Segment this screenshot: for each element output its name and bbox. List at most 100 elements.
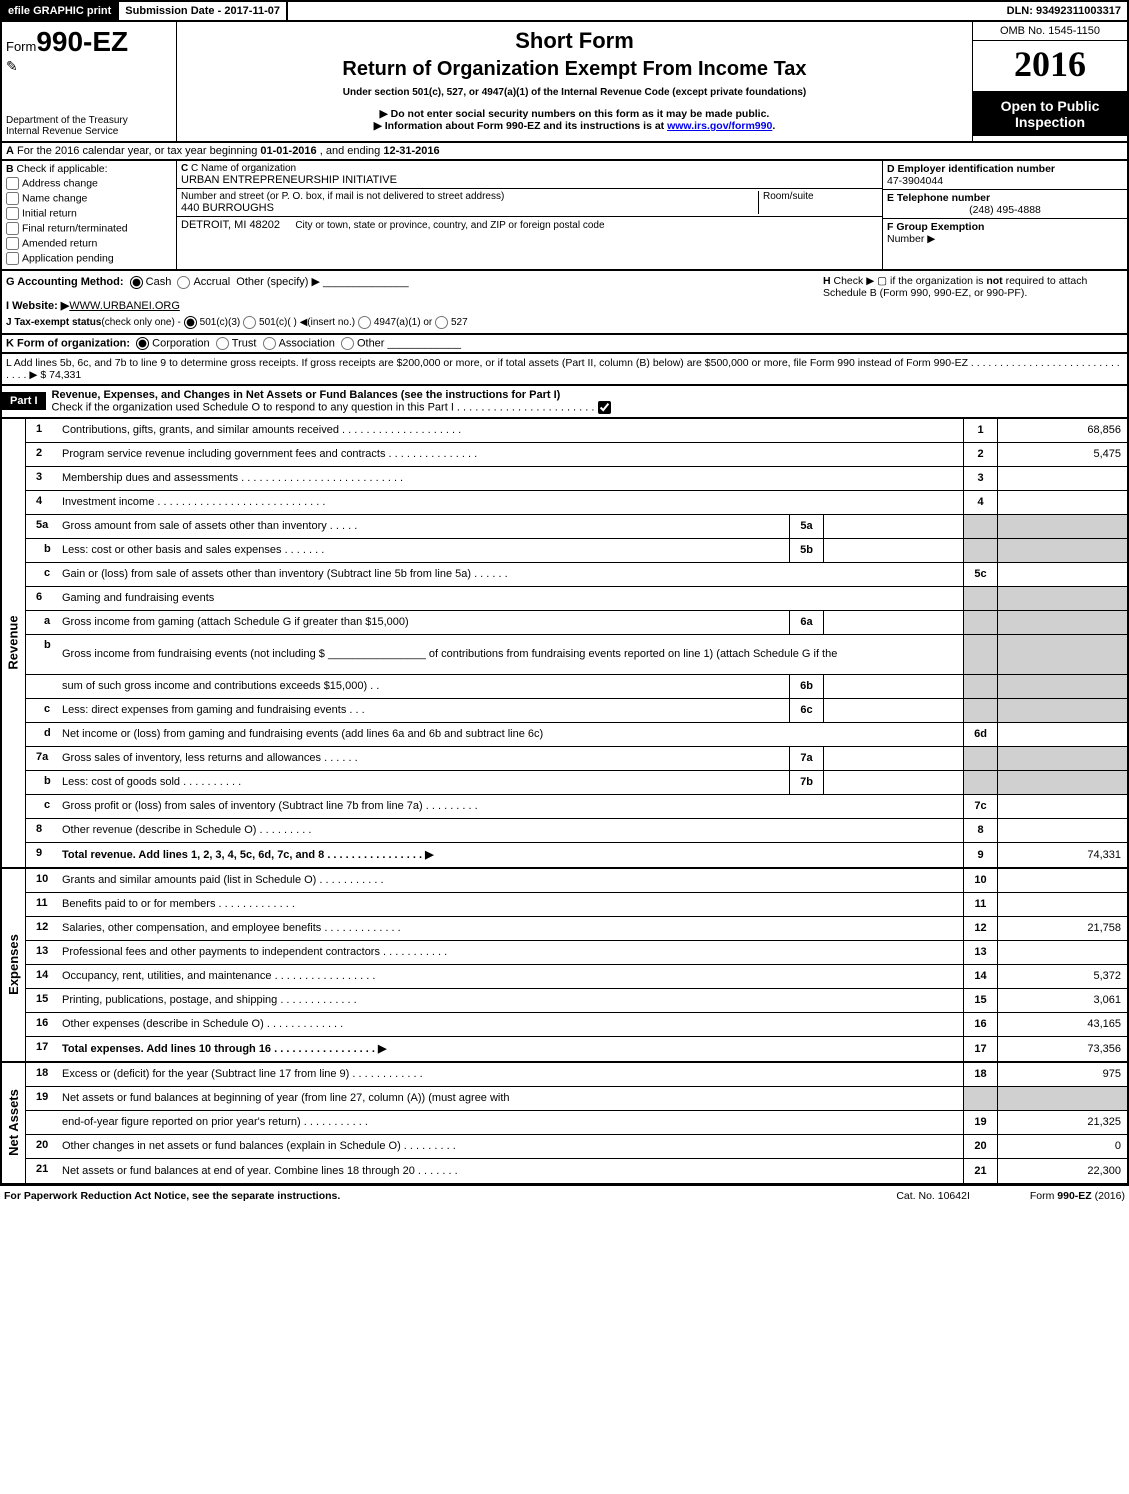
line-12-num: 12 — [963, 917, 997, 940]
line-2-val: 5,475 — [997, 443, 1127, 466]
info-link-line: ▶ Information about Form 990-EZ and its … — [187, 120, 962, 132]
chk-address-change[interactable]: Address change — [6, 177, 172, 190]
line-19-num: 19 — [963, 1111, 997, 1134]
line-5c-num: 5c — [963, 563, 997, 586]
department-label: Department of the TreasuryInternal Reven… — [6, 115, 172, 137]
radio-4947[interactable] — [358, 316, 371, 329]
line-15-val: 3,061 — [997, 989, 1127, 1012]
line-12-desc: Salaries, other compensation, and employ… — [60, 917, 963, 940]
line-20-num: 20 — [963, 1135, 997, 1158]
line-15-desc: Printing, publications, postage, and shi… — [60, 989, 963, 1012]
radio-501c[interactable] — [243, 316, 256, 329]
street-label: Number and street (or P. O. box, if mail… — [181, 191, 758, 202]
expenses-side-label: Expenses — [2, 869, 26, 1061]
form-prefix: Form — [6, 39, 36, 54]
line-21-num: 21 — [963, 1159, 997, 1183]
line-13-val — [997, 941, 1127, 964]
line-6a-desc: Gross income from gaming (attach Schedul… — [60, 611, 789, 634]
website-label: I Website: ▶ — [6, 300, 69, 312]
line-6b-mid: 6b — [789, 675, 823, 698]
line-4-val — [997, 491, 1127, 514]
net-assets-section: Net Assets 18Excess or (deficit) for the… — [0, 1063, 1129, 1185]
line-11-desc: Benefits paid to or for members . . . . … — [60, 893, 963, 916]
line-20-val: 0 — [997, 1135, 1127, 1158]
line-11-val — [997, 893, 1127, 916]
line-6-desc: Gaming and fundraising events — [60, 587, 963, 610]
line-19a-desc: Net assets or fund balances at beginning… — [60, 1087, 963, 1110]
net-assets-side-label: Net Assets — [2, 1063, 26, 1183]
line-19-val: 21,325 — [997, 1111, 1127, 1134]
radio-cash[interactable] — [130, 276, 143, 289]
chk-application-pending[interactable]: Application pending — [6, 252, 172, 265]
line-6b-desc2: sum of such gross income and contributio… — [60, 675, 789, 698]
line-6d-num: 6d — [963, 723, 997, 746]
line-5b-mid: 5b — [789, 539, 823, 562]
section-subtitle: Under section 501(c), 527, or 4947(a)(1)… — [187, 87, 962, 98]
ein-value: 47-3904044 — [887, 175, 1123, 187]
radio-trust[interactable] — [216, 337, 229, 350]
chk-initial-return[interactable]: Initial return — [6, 207, 172, 220]
line-5c-desc: Gain or (loss) from sale of assets other… — [60, 563, 963, 586]
part-i-label: Part I — [2, 392, 46, 410]
part-i-title: Revenue, Expenses, and Changes in Net As… — [52, 389, 561, 401]
radio-corporation[interactable] — [136, 337, 149, 350]
line-5b-desc: Less: cost or other basis and sales expe… — [60, 539, 789, 562]
efile-print-button[interactable]: efile GRAPHIC print — [2, 2, 119, 20]
street-value: 440 BURROUGHS — [181, 202, 758, 214]
block-b-c-d: B Check if applicable: Address change Na… — [0, 161, 1129, 271]
irs-link[interactable]: www.irs.gov/form990 — [667, 120, 772, 132]
chk-amended-return[interactable]: Amended return — [6, 237, 172, 250]
radio-other-org[interactable] — [341, 337, 354, 350]
radio-501c3[interactable] — [184, 316, 197, 329]
expenses-section: Expenses 10Grants and similar amounts pa… — [0, 869, 1129, 1063]
line-10-num: 10 — [963, 869, 997, 892]
chk-final-return[interactable]: Final return/terminated — [6, 222, 172, 235]
line-6b-desc1: Gross income from fundraising events (no… — [60, 635, 963, 674]
line-3-desc: Membership dues and assessments . . . . … — [60, 467, 963, 490]
line-1-num: 1 — [963, 419, 997, 442]
city-label: City or town, state or province, country… — [295, 220, 604, 231]
chk-schedule-o[interactable] — [598, 401, 611, 414]
accounting-method-label: G Accounting Method: — [6, 276, 124, 288]
line-8-val — [997, 819, 1127, 842]
line-2-desc: Program service revenue including govern… — [60, 443, 963, 466]
line-6d-val — [997, 723, 1127, 746]
form-header: Form990-EZ ✎ Department of the TreasuryI… — [0, 22, 1129, 143]
efile-icon: ✎ — [6, 58, 172, 75]
line-14-num: 14 — [963, 965, 997, 988]
col-c-org-info: C C Name of organizationURBAN ENTREPRENE… — [177, 161, 882, 269]
line-13-num: 13 — [963, 941, 997, 964]
tel-value: (248) 495-4888 — [887, 204, 1123, 216]
line-6a-mid: 6a — [789, 611, 823, 634]
line-21-val: 22,300 — [997, 1159, 1127, 1183]
row-l: L Add lines 5b, 6c, and 7b to line 9 to … — [0, 354, 1129, 386]
line-5a-desc: Gross amount from sale of assets other t… — [60, 515, 789, 538]
radio-accrual[interactable] — [177, 276, 190, 289]
line-3-num: 3 — [963, 467, 997, 490]
line-14-desc: Occupancy, rent, utilities, and maintena… — [60, 965, 963, 988]
col-b-checkboxes: B Check if applicable: Address change Na… — [2, 161, 177, 269]
line-16-num: 16 — [963, 1013, 997, 1036]
group-exemption-label: F Group Exemption — [887, 221, 984, 233]
omb-number: OMB No. 1545-1150 — [973, 22, 1127, 41]
form-title-block: Short Form Return of Organization Exempt… — [177, 22, 972, 141]
line-6c-desc: Less: direct expenses from gaming and fu… — [60, 699, 789, 722]
line-16-desc: Other expenses (describe in Schedule O) … — [60, 1013, 963, 1036]
line-3-val — [997, 467, 1127, 490]
radio-association[interactable] — [263, 337, 276, 350]
radio-527[interactable] — [435, 316, 448, 329]
form-number: 990-EZ — [36, 26, 128, 57]
chk-name-change[interactable]: Name change — [6, 192, 172, 205]
short-form-title: Short Form — [187, 28, 962, 54]
page-footer: For Paperwork Reduction Act Notice, see … — [0, 1185, 1129, 1206]
line-7c-num: 7c — [963, 795, 997, 818]
line-5a-mid: 5a — [789, 515, 823, 538]
tax-year: 2016 — [973, 41, 1127, 92]
line-18-val: 975 — [997, 1063, 1127, 1086]
website-value[interactable]: WWW.URBANEI.ORG — [69, 300, 180, 312]
room-label: Room/suite — [763, 191, 878, 202]
ssn-warning: ▶ Do not enter social security numbers o… — [187, 108, 962, 120]
line-h: H Check ▶ ▢ if the organization is not r… — [823, 275, 1123, 329]
line-17-num: 17 — [963, 1037, 997, 1061]
line-13-desc: Professional fees and other payments to … — [60, 941, 963, 964]
